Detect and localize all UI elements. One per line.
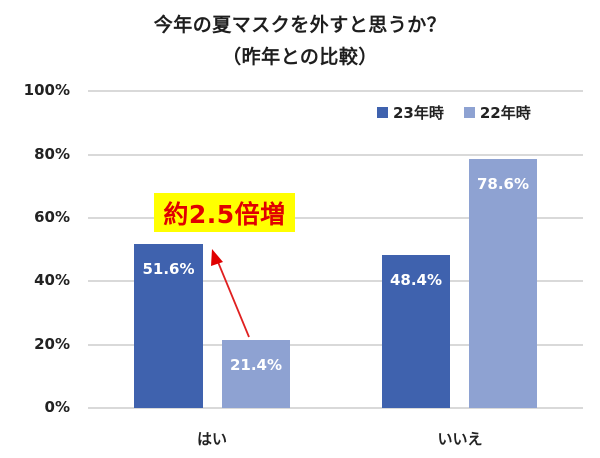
category-label-hai: はい <box>196 430 227 448</box>
bar-value-label: 21.4% <box>229 356 283 374</box>
legend-label: 23年時 <box>393 104 444 122</box>
y-tick-60: 60% <box>34 208 70 226</box>
annotation-callout: 約2.5倍増 <box>154 193 295 232</box>
y-tick-80: 80% <box>34 145 70 163</box>
legend-item-22: 22年時 <box>463 102 531 123</box>
gridline-20 <box>88 344 583 346</box>
gridline-80 <box>88 154 583 156</box>
y-tick-100: 100% <box>23 81 70 99</box>
y-tick-0: 0% <box>44 398 70 416</box>
legend-label: 22年時 <box>479 104 531 122</box>
bar-iie-23: 48.4% <box>382 255 450 408</box>
legend: 23年時 22年時 <box>377 102 551 123</box>
legend-swatch-icon <box>377 107 388 118</box>
gridline-100 <box>88 90 583 92</box>
bar-hai-22: 21.4% <box>222 340 290 408</box>
gridline-40 <box>88 280 583 282</box>
bar-value-label: 51.6% <box>142 260 195 278</box>
baseline-0 <box>88 407 583 409</box>
y-tick-40: 40% <box>34 271 70 289</box>
chart-title: 今年の夏マスクを外すと思うか？ <box>153 14 447 36</box>
category-label-iie: いいえ <box>437 430 483 448</box>
gridline-60 <box>88 217 583 219</box>
bar-value-label: 78.6% <box>476 175 530 193</box>
legend-item-23: 23年時 <box>377 102 444 123</box>
bar-hai-23: 51.6% <box>134 244 203 408</box>
bar-value-label: 48.4% <box>389 271 443 289</box>
chart-subtitle: （昨年との比較） <box>222 46 378 68</box>
y-tick-20: 20% <box>34 335 70 353</box>
legend-swatch-icon <box>463 107 475 118</box>
bar-iie-22: 78.6% <box>469 159 537 408</box>
